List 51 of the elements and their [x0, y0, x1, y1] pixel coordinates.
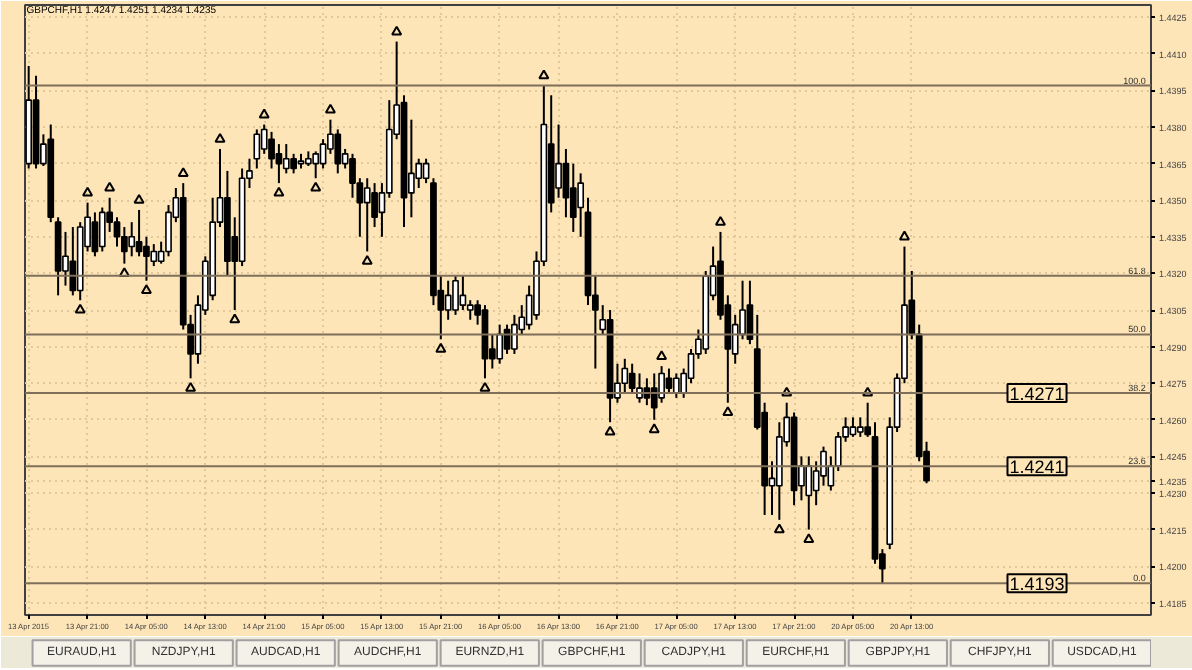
- point: [773, 523, 785, 534]
- candlestick: [363, 177, 371, 253]
- candlestick: [444, 279, 452, 321]
- candlestick: [650, 372, 658, 421]
- candlestick: [334, 128, 342, 175]
- candlestick: [849, 416, 857, 438]
- candlestick: [856, 416, 864, 438]
- candlestick: [290, 152, 297, 175]
- ref-line-label: 1.4193: [1009, 574, 1065, 595]
- point: [82, 186, 94, 197]
- point: [104, 181, 116, 192]
- candlestick: [805, 455, 813, 531]
- point: [258, 108, 270, 119]
- candlestick: [91, 211, 99, 258]
- point: [479, 381, 491, 392]
- point: [273, 186, 285, 197]
- point: [74, 303, 86, 314]
- point: [781, 386, 793, 397]
- candlestick: [452, 274, 459, 316]
- point: [656, 350, 668, 360]
- point: [185, 381, 197, 392]
- candlestick: [253, 128, 261, 170]
- point: [648, 423, 660, 434]
- point: [133, 194, 145, 204]
- point: [803, 533, 815, 543]
- candlestick: [69, 226, 77, 297]
- candlestick: [555, 123, 562, 199]
- point: [229, 313, 241, 324]
- candlestick: [511, 313, 518, 355]
- point: [714, 215, 726, 226]
- point: [435, 342, 447, 353]
- point: [214, 133, 226, 143]
- candlestick: [282, 143, 290, 175]
- point: [177, 167, 189, 177]
- point: [391, 25, 403, 36]
- candlestick: [496, 323, 504, 365]
- ref-line-label: 1.4271: [1009, 383, 1065, 404]
- point: [898, 230, 910, 241]
- point: [140, 284, 152, 295]
- point: [538, 69, 550, 80]
- point: [604, 425, 616, 436]
- point: [310, 181, 322, 192]
- point: [324, 103, 336, 114]
- point: [361, 255, 373, 265]
- candlestick: [312, 150, 320, 180]
- point: [862, 386, 874, 397]
- ref-line-label: 1.4241: [1009, 457, 1065, 478]
- point: [118, 267, 130, 277]
- candlestick: [672, 372, 680, 399]
- candlestick: [98, 206, 106, 253]
- point: [722, 406, 734, 417]
